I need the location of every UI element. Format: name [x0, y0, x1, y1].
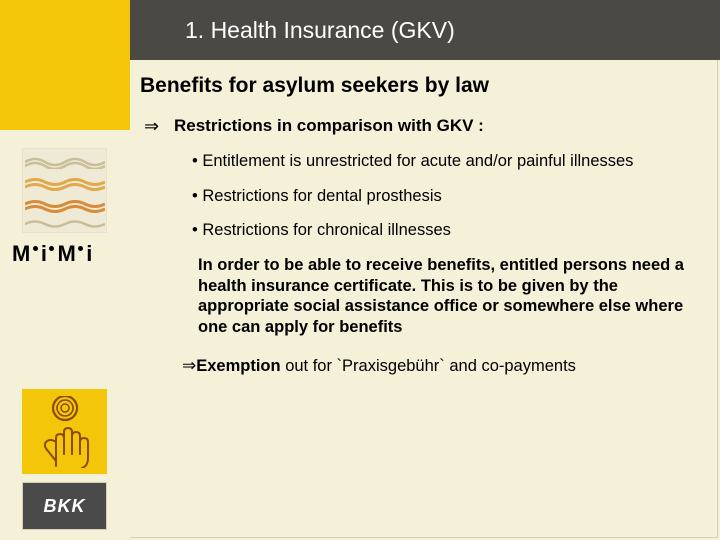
certificate-note: In order to be able to receive benefits,…	[198, 255, 690, 338]
content-heading: Benefits for asylum seekers by law	[140, 74, 700, 98]
bullet-list: • Entitlement is unrestricted for acute …	[192, 151, 700, 241]
bullet-item: • Restrictions for chronical illnesses	[192, 220, 700, 241]
slide-title: 1. Health Insurance (GKV)	[185, 17, 455, 44]
arrow-icon: ⇒	[182, 356, 196, 375]
hand-icon	[22, 389, 107, 474]
arrow-icon: ⇒	[140, 116, 174, 137]
title-bar: 1. Health Insurance (GKV)	[130, 0, 720, 60]
wavy-lines-icon	[22, 148, 107, 233]
content-area: Benefits for asylum seekers by law ⇒ Res…	[140, 74, 700, 377]
bullet-item: • Restrictions for dental prosthesis	[192, 186, 700, 207]
bullet-item: • Entitlement is unrestricted for acute …	[192, 151, 700, 172]
yellow-square-top	[0, 0, 130, 130]
restrictions-label: Restrictions in comparison with GKV :	[174, 116, 484, 136]
sidebar: MiMi BKK	[0, 0, 130, 540]
restrictions-row: ⇒ Restrictions in comparison with GKV :	[140, 116, 700, 137]
bkk-logo-text: BKK	[44, 496, 86, 517]
exemption-line: ⇒Exemption out for `Praxisgebühr` and co…	[182, 355, 700, 377]
bkk-logo: BKK	[22, 482, 107, 530]
mimi-logo: MiMi	[12, 241, 130, 267]
